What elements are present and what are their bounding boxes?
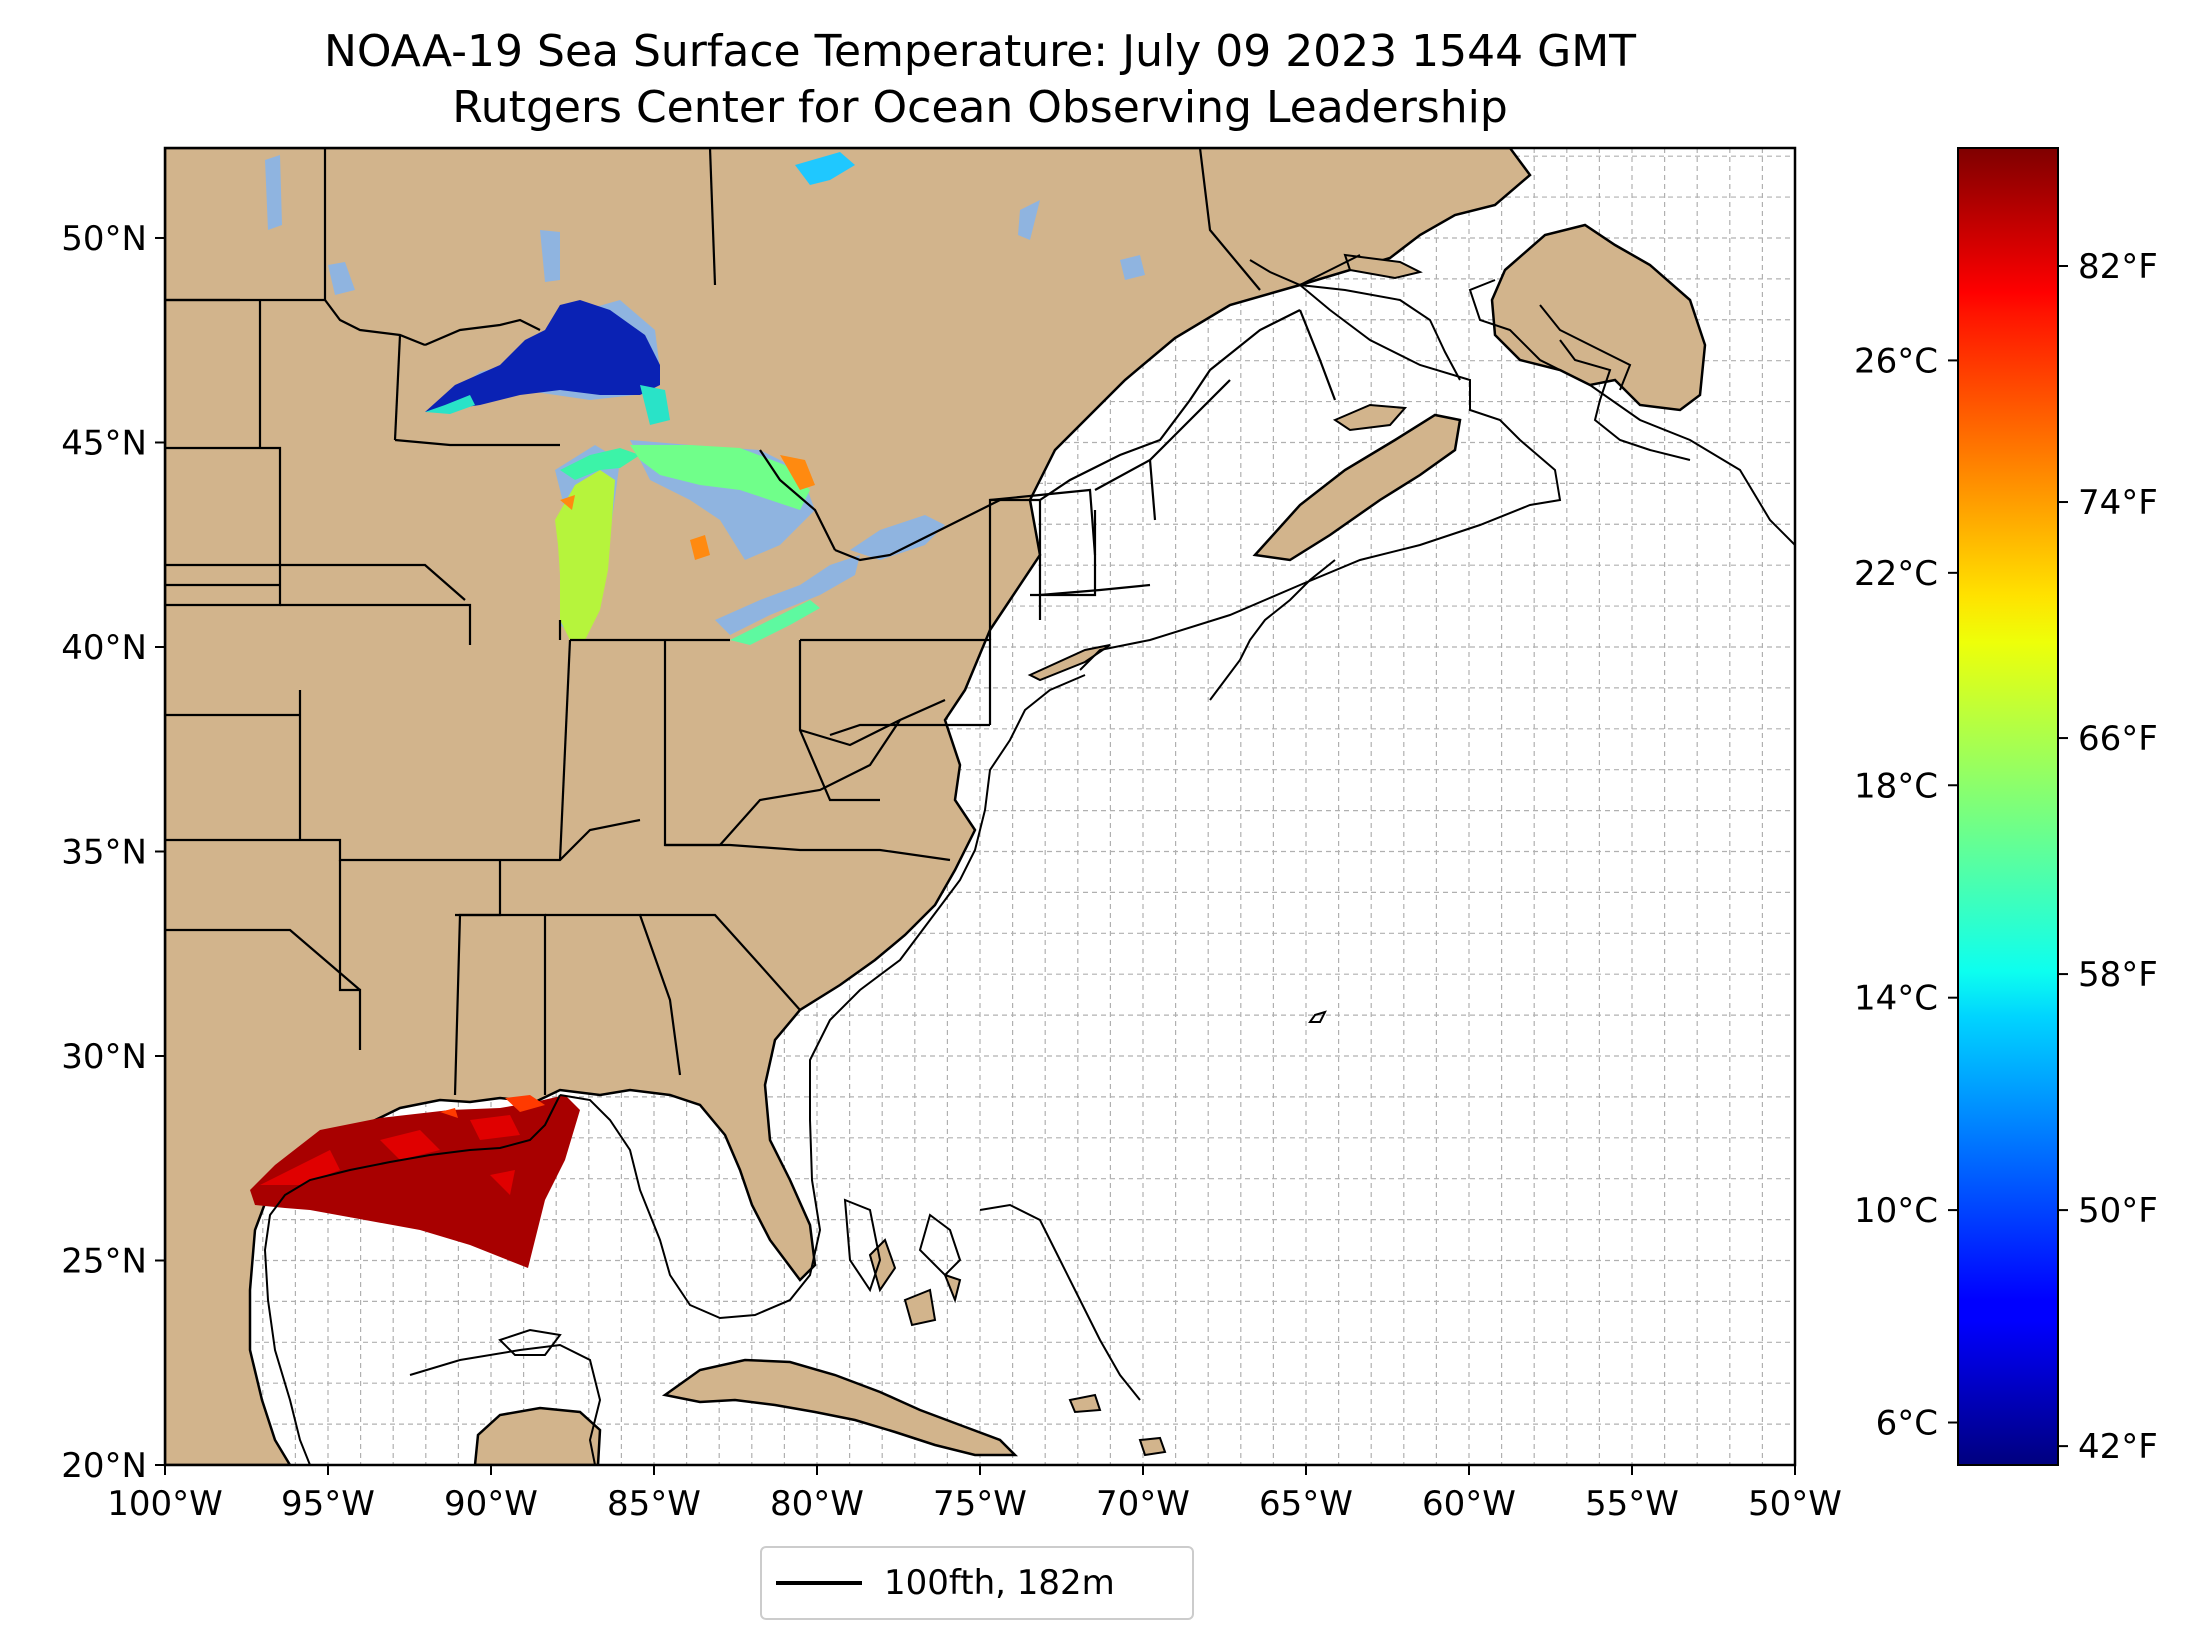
lon-tick-label: 60°W (1422, 1484, 1516, 1524)
sst-lake-erie (730, 600, 820, 645)
isobath-100fth (263, 254, 1795, 1465)
celsius-tick-label: 6°C (1876, 1404, 1938, 1444)
sst-gulf-coastal-hot (440, 1095, 545, 1118)
map-subtitle: Rutgers Center for Ocean Observing Leade… (452, 82, 1508, 133)
lon-tick-label: 50°W (1748, 1484, 1842, 1524)
newfoundland-land (1490, 223, 1707, 412)
lat-tick-label: 35°N (61, 832, 147, 872)
celsius-tick-label: 22°C (1854, 554, 1938, 594)
map-panel: 100°W 95°W 90°W 85°W 80°W 75°W 70°W 65°W 60°W 55°… (61, 146, 1842, 1524)
colorbar: 6°C 10°C 14°C 18°C 22°C 26°C 42°F 50°F 58°F 66°F… (1854, 147, 2158, 1467)
lon-tick-label: 95°W (281, 1484, 375, 1524)
sst-lake-michigan-north (560, 448, 640, 480)
lat-tick-label: 50°N (61, 219, 147, 259)
political-borders (165, 148, 1337, 1096)
lat-tick-label: 30°N (61, 1037, 147, 1077)
lat-tick-label: 25°N (61, 1241, 147, 1281)
fahrenheit-tick-label: 66°F (2078, 719, 2158, 759)
celsius-tick-label: 26°C (1854, 341, 1938, 381)
lon-tick-label: 90°W (444, 1484, 538, 1524)
sst-great-lakes (425, 152, 855, 645)
lat-tick-label: 40°N (61, 628, 147, 668)
lat-tick-label: 20°N (61, 1446, 147, 1486)
fahrenheit-tick-label: 42°F (2078, 1427, 2158, 1467)
fahrenheit-tick-label: 82°F (2078, 247, 2158, 287)
lon-tick-label: 80°W (770, 1484, 864, 1524)
lat-tick-label: 45°N (61, 423, 147, 463)
sst-lake-huron (630, 445, 810, 510)
nova-scotia-land (1252, 413, 1462, 562)
isobath-legend-line (776, 1581, 862, 1585)
cuba-land (661, 1358, 1019, 1457)
bahamas-islands (868, 1238, 1167, 1457)
lon-tick-label: 65°W (1259, 1484, 1353, 1524)
longitude-ticks: 100°W 95°W 90°W 85°W 80°W 75°W 70°W 65°W 60°W 55°… (107, 1465, 1842, 1524)
celsius-tick-label: 14°C (1854, 979, 1938, 1019)
lon-tick-label: 100°W (107, 1484, 223, 1524)
celsius-ticks: 6°C 10°C 14°C 18°C 22°C 26°C (1854, 341, 1958, 1444)
lon-tick-label: 55°W (1585, 1484, 1679, 1524)
sst-lake-michigan (555, 470, 615, 640)
fahrenheit-tick-label: 58°F (2078, 955, 2158, 995)
sst-gulf-warmer-patches (260, 1115, 520, 1195)
sst-superior-warm-edge (425, 385, 670, 425)
sst-georgian-bay (560, 455, 815, 560)
colorbar-gradient (1957, 147, 2059, 1466)
sst-gulf-of-mexico (250, 1095, 580, 1268)
anticosti-land (1343, 253, 1423, 280)
yucatan-land (473, 1406, 602, 1465)
map-legend: 100fth, 182m (760, 1546, 1194, 1620)
pei-land (1332, 403, 1408, 432)
latitude-ticks: 20°N 25°N 30°N 35°N 40°N 45°N 50°N (61, 219, 165, 1486)
isobath-legend-label: 100fth, 182m (884, 1563, 1115, 1603)
celsius-tick-label: 10°C (1854, 1191, 1938, 1231)
lon-tick-label: 85°W (607, 1484, 701, 1524)
fahrenheit-ticks: 42°F 50°F 58°F 66°F 74°F 82°F (2058, 247, 2158, 1467)
sst-lake-superior (425, 300, 660, 412)
fahrenheit-tick-label: 50°F (2078, 1191, 2158, 1231)
sst-gulf-swath (250, 1095, 580, 1268)
fahrenheit-tick-label: 74°F (2078, 483, 2158, 523)
map-title: NOAA-19 Sea Surface Temperature: July 09… (323, 26, 1637, 77)
lon-tick-label: 70°W (1096, 1484, 1190, 1524)
celsius-tick-label: 18°C (1854, 766, 1938, 806)
lon-tick-label: 75°W (933, 1484, 1027, 1524)
sst-hudson-bay-edge (795, 152, 855, 185)
